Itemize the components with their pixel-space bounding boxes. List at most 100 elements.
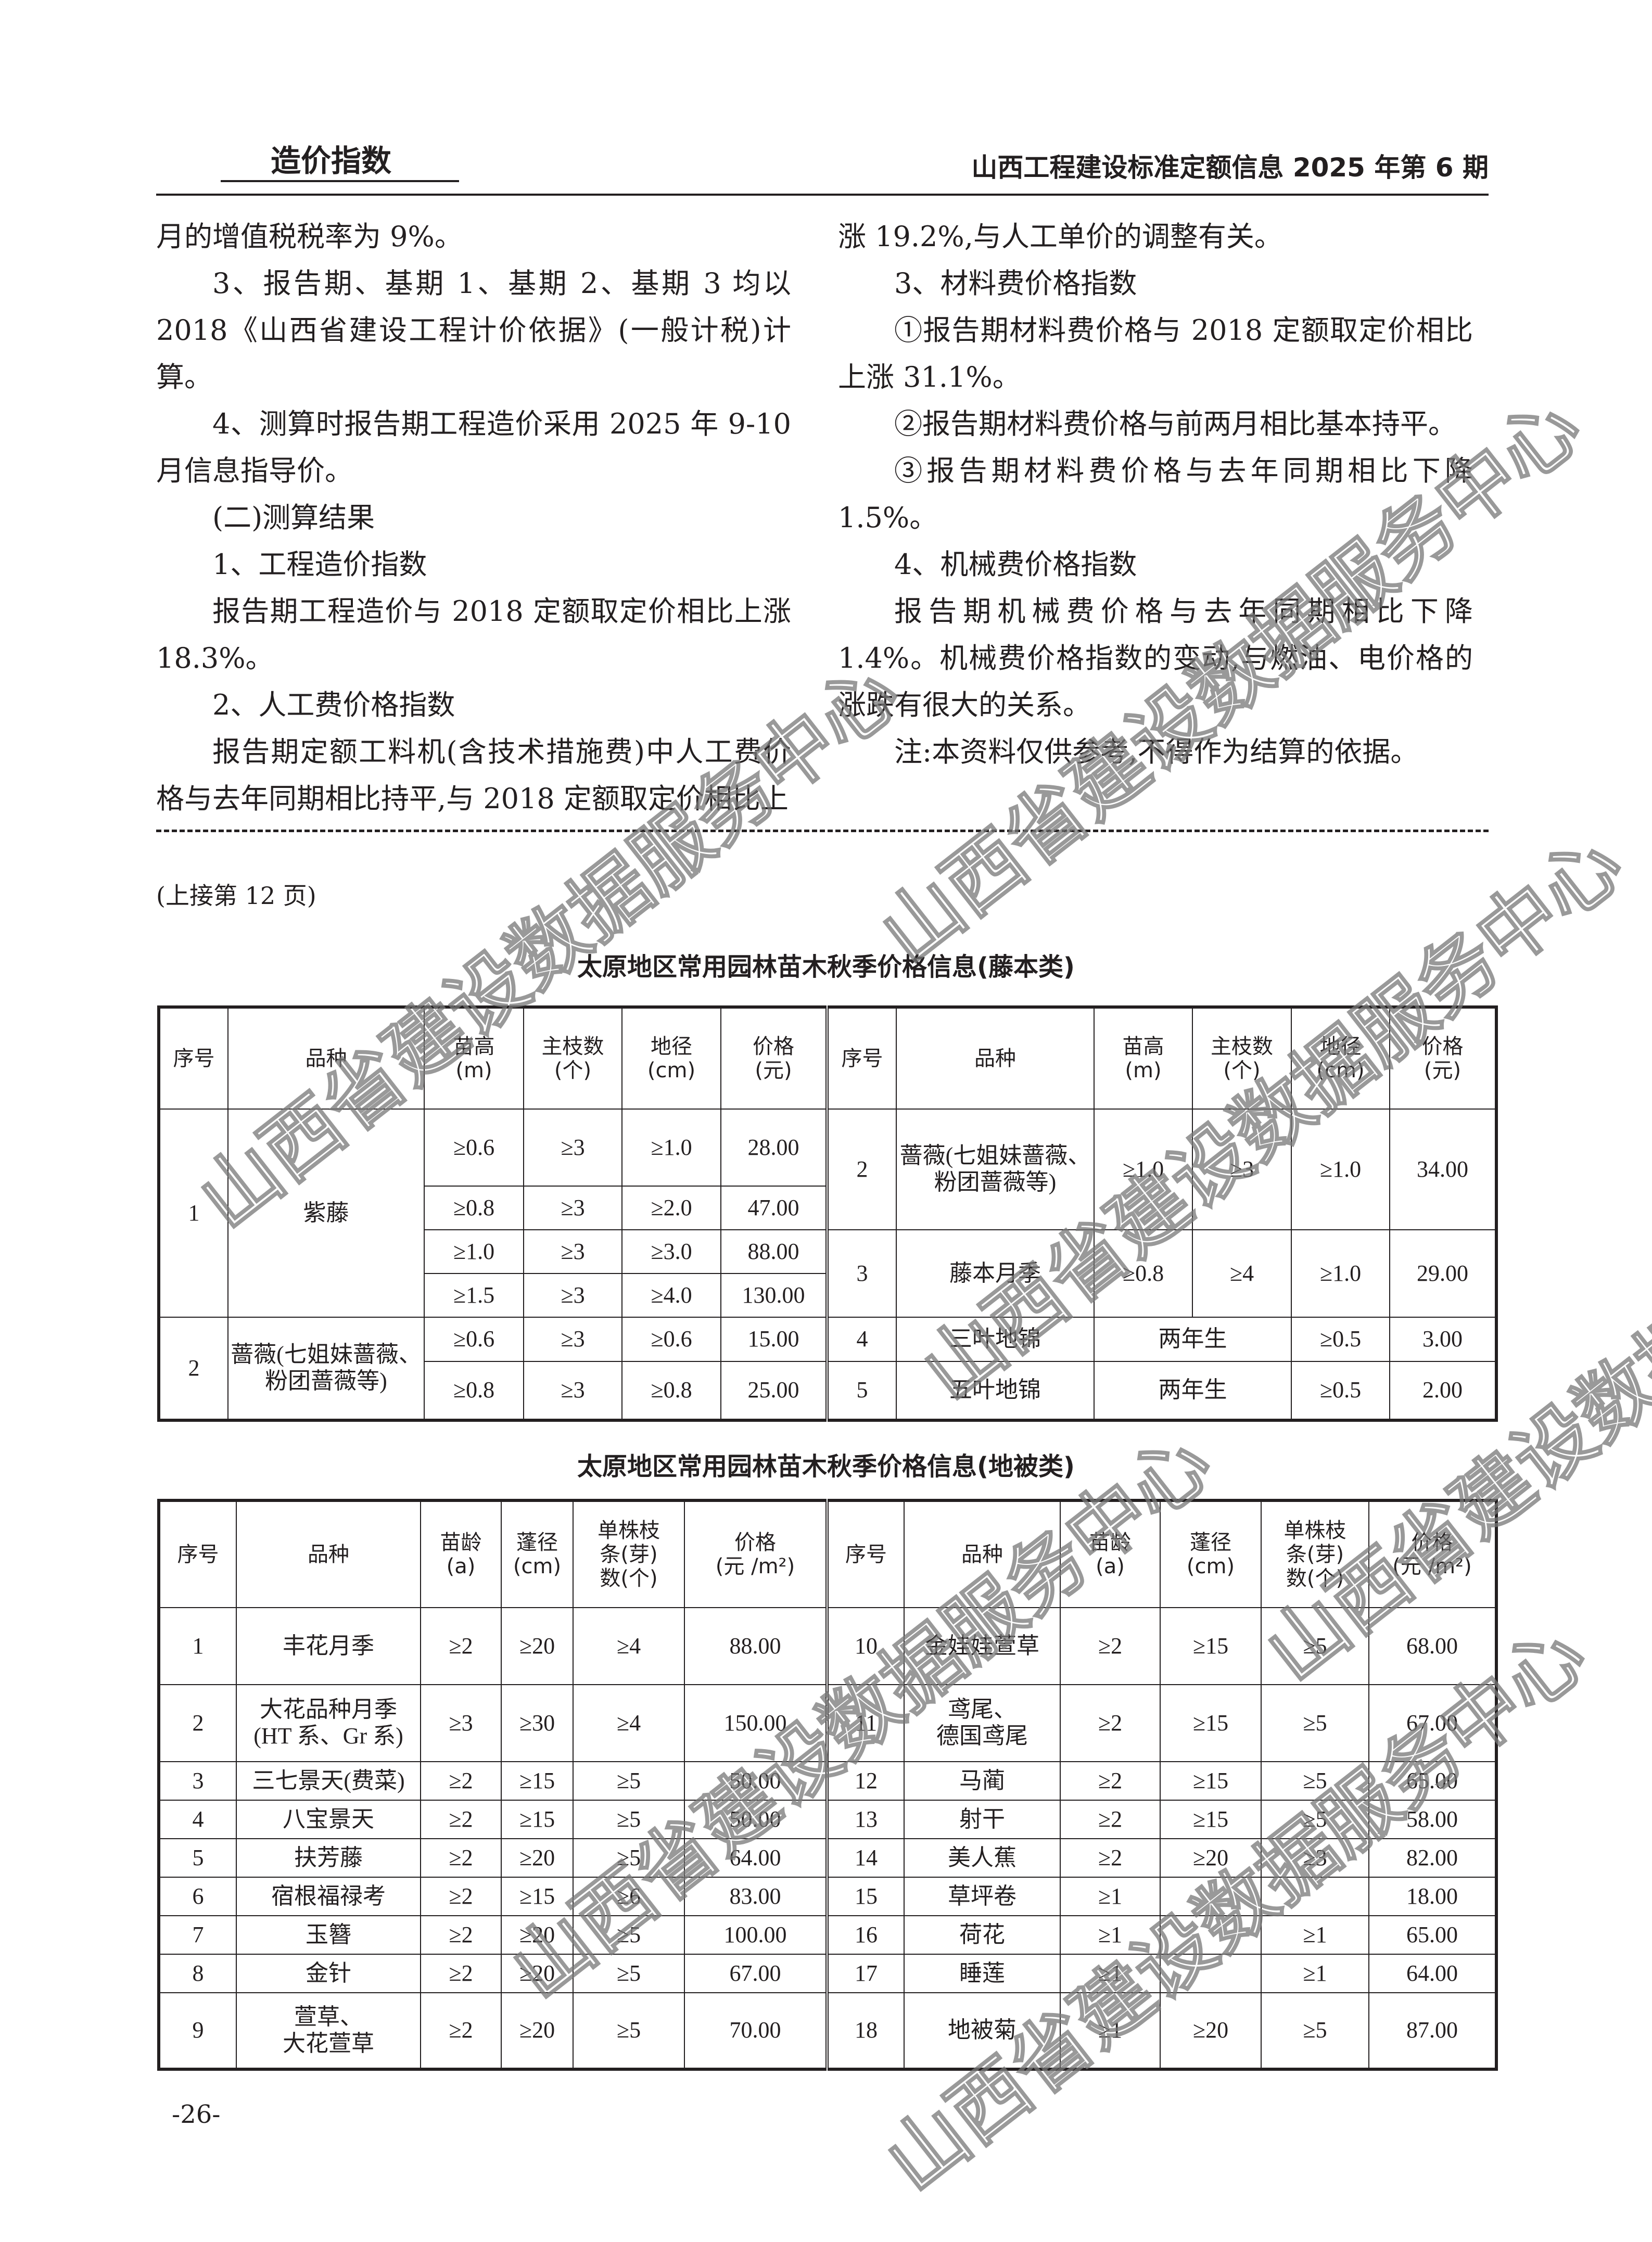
age: ≥2 (420, 1954, 502, 1993)
header-c5: 单株枝 条(芽) 数(个) (573, 1500, 685, 1608)
diameter: ≥0.5 (1291, 1361, 1390, 1421)
row-number: 1 (158, 1109, 228, 1318)
page-number: -26- (172, 2100, 221, 2129)
header-price: 价格 (元 /m²) (684, 1500, 828, 1608)
branches: ≥3 (1192, 1109, 1292, 1230)
price: 47.00 (720, 1186, 828, 1230)
variety-name: 金娃娃萱草 (904, 1607, 1061, 1685)
diameter: ≥0.6 (621, 1317, 721, 1362)
table-header-row: 序号 品种 苗龄 (a) 蓬径 (cm) 单株枝 条(芽) 数(个) 价格 (元 /m²) 序号 品种苗… (158, 1500, 1497, 1608)
variety-name: 金针 (236, 1954, 421, 1993)
row-number: 2 (158, 1684, 237, 1762)
age: ≥2 (420, 1607, 502, 1685)
table-row: ≥1.5 ≥3 ≥4.0 130.00 (159, 1273, 1496, 1318)
row-number: 1 (158, 1607, 237, 1685)
variety-name: 玉簪 (236, 1915, 421, 1955)
crown-width (1160, 1954, 1262, 1993)
branch-count: ≥1 (1261, 1915, 1369, 1955)
branches: ≥3 (523, 1229, 622, 1274)
price: 64.00 (684, 1838, 828, 1878)
header-no: 序号 (825, 1007, 897, 1110)
price: 100.00 (684, 1915, 828, 1955)
row-number: 13 (825, 1800, 905, 1839)
crown-width: ≥15 (1160, 1607, 1262, 1685)
age: ≥2 (420, 1877, 502, 1916)
variety-name: 马蔺 (904, 1761, 1061, 1801)
height: ≥0.6 (424, 1109, 524, 1187)
row-number: 4 (825, 1317, 897, 1362)
crown-width: ≥20 (501, 1915, 574, 1955)
table-row: 5 扶芳藤 ≥2 ≥20 ≥5 64.00 14 美人蕉 ≥2 ≥20 ≥3 82.00 (158, 1838, 1497, 1878)
variety-name: 鸢尾、 德国鸢尾 (904, 1684, 1061, 1762)
crown-width (1160, 1877, 1262, 1916)
table-row: ≥1.0 ≥3 ≥3.0 88.00 3 藤本月季 ≥0.8 ≥4 ≥1.0 29.00 (159, 1229, 1497, 1318)
variety-name: 紫藤 (227, 1109, 425, 1318)
table-header-row: 序号 品种 苗高 (m) 主枝数 (个) 地径 (cm) 价格 (元) 序号 品种 苗高 (m) 主枝数 (个… (158, 1007, 1497, 1110)
variety-name: 丰花月季 (236, 1607, 421, 1685)
crown-width: ≥15 (501, 1800, 574, 1839)
price: 15.00 (720, 1317, 828, 1362)
height: ≥0.6 (424, 1317, 524, 1362)
table-row: 1 丰花月季 ≥2 ≥20 ≥4 88.00 10 金娃娃萱草 ≥2 ≥15 ≥5 68.00 (158, 1607, 1497, 1685)
row-number: 7 (158, 1915, 237, 1955)
row-number: 17 (825, 1954, 905, 1993)
variety-name: 美人蕉 (904, 1838, 1061, 1878)
branch-count: ≥5 (573, 1954, 685, 1993)
variety-name: 宿根福禄考 (236, 1877, 421, 1916)
age: ≥2 (420, 1761, 502, 1801)
height: ≥0.8 (424, 1361, 524, 1421)
price: 83.00 (684, 1877, 828, 1916)
paragraph: 涨 19.2%,与人工单价的调整有关。 (838, 220, 1282, 253)
table2: 序号 品种 苗龄 (a) 蓬径 (cm) 单株枝 条(芽) 数(个) 价格 (元 /m²) 序号 品种苗… (157, 1499, 1498, 2071)
age: ≥2 (420, 1838, 502, 1878)
table2-title: 太原地区常用园林苗木秋季价格信息(地被类) (577, 1452, 1075, 1481)
header-c5: 地径 (cm) (621, 1007, 721, 1110)
table-row: 1 紫藤 ≥0.6 ≥3 ≥1.0 28.00 2 蔷薇(七姐妹蔷薇、粉团蔷薇等) ≥1.0 ≥3… (158, 1109, 1497, 1318)
table-row: 3 三七景天(费菜) ≥2 ≥15 ≥5 50.00 12 马蔺 ≥2 ≥15 ≥5 65.00 (158, 1761, 1497, 1801)
crown-width: ≥15 (1160, 1800, 1262, 1839)
price: 18.00 (1368, 1877, 1497, 1916)
crown-width: ≥20 (501, 1838, 574, 1878)
crown-width: ≥15 (1160, 1761, 1262, 1801)
crown-width: ≥20 (501, 1992, 574, 2070)
section-underline (221, 180, 459, 182)
price: 25.00 (720, 1361, 828, 1421)
table-row: 4 八宝景天 ≥2 ≥15 ≥5 50.00 13 射干 ≥2 ≥15 ≥5 58.00 (158, 1800, 1497, 1839)
diameter: ≥0.8 (621, 1361, 721, 1421)
age: ≥2 (420, 1800, 502, 1839)
branch-count: ≥5 (1261, 1992, 1369, 2070)
row-number: 4 (158, 1800, 237, 1839)
header-c3: 苗龄 (a) (420, 1500, 502, 1608)
crown-width (1160, 1915, 1262, 1955)
branches: ≥3 (523, 1109, 622, 1187)
row-number: 15 (825, 1877, 905, 1916)
height: ≥0.8 (424, 1186, 524, 1230)
header-price: 价格 (元 /m²) (1368, 1500, 1497, 1608)
variety-name: 睡莲 (904, 1954, 1061, 1993)
diameter: ≥1.0 (621, 1109, 721, 1187)
branch-count: ≥5 (1261, 1607, 1369, 1685)
row-number: 10 (825, 1607, 905, 1685)
diameter: ≥1.0 (1291, 1109, 1390, 1230)
variety-name: 射干 (904, 1800, 1061, 1839)
header-c4: 蓬径 (cm) (1160, 1500, 1262, 1608)
variety-name: 蔷薇(七姐妹蔷薇、粉团蔷薇等) (896, 1109, 1095, 1230)
crown-width: ≥20 (501, 1954, 574, 1993)
header-price: 价格 (元) (720, 1007, 828, 1110)
age: ≥2 (1060, 1800, 1161, 1839)
paragraph: 4、机械费价格指数 (894, 548, 1137, 581)
paragraph: 1、工程造价指数 (212, 548, 427, 581)
branch-count: ≥5 (1261, 1684, 1369, 1762)
header-variety: 品种 (896, 1007, 1095, 1110)
row-number: 14 (825, 1838, 905, 1878)
variety-name: 五叶地锦 (896, 1361, 1095, 1421)
price: 67.00 (1368, 1684, 1497, 1762)
price: 150.00 (684, 1684, 828, 1762)
table-row: 7 玉簪 ≥2 ≥20 ≥5 100.00 16 荷花 ≥1 ≥1 65.00 (158, 1915, 1497, 1955)
price: 87.00 (1368, 1992, 1497, 2070)
price: 88.00 (684, 1607, 828, 1685)
branches: ≥3 (523, 1273, 622, 1318)
header-no: 序号 (158, 1500, 237, 1608)
variety-name: 草坪卷 (904, 1877, 1061, 1916)
branch-count: ≥5 (573, 1915, 685, 1955)
